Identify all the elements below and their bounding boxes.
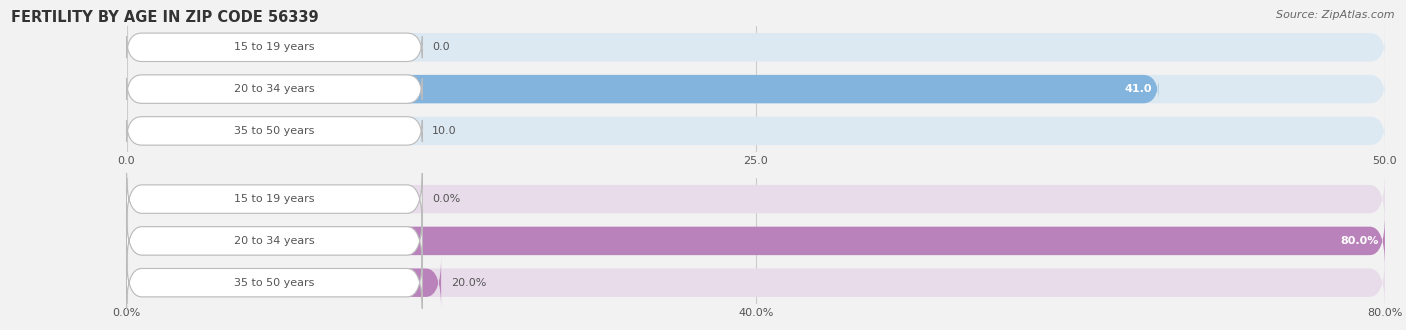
Text: 15 to 19 years: 15 to 19 years xyxy=(235,194,315,204)
FancyBboxPatch shape xyxy=(127,173,1385,225)
Text: 41.0: 41.0 xyxy=(1125,84,1152,94)
Text: 15 to 19 years: 15 to 19 years xyxy=(235,42,315,52)
FancyBboxPatch shape xyxy=(127,75,1385,103)
FancyBboxPatch shape xyxy=(127,75,422,103)
FancyBboxPatch shape xyxy=(127,257,441,309)
Text: 80.0%: 80.0% xyxy=(1340,236,1379,246)
Text: 20 to 34 years: 20 to 34 years xyxy=(233,84,315,94)
FancyBboxPatch shape xyxy=(127,215,1385,267)
FancyBboxPatch shape xyxy=(127,215,422,267)
Text: 20.0%: 20.0% xyxy=(451,278,486,288)
FancyBboxPatch shape xyxy=(127,75,1159,103)
FancyBboxPatch shape xyxy=(127,33,422,61)
Text: 35 to 50 years: 35 to 50 years xyxy=(235,126,315,136)
FancyBboxPatch shape xyxy=(127,117,378,145)
Text: Source: ZipAtlas.com: Source: ZipAtlas.com xyxy=(1277,10,1395,20)
Text: 35 to 50 years: 35 to 50 years xyxy=(235,278,315,288)
Text: 0.0: 0.0 xyxy=(432,42,450,52)
Text: 20 to 34 years: 20 to 34 years xyxy=(233,236,315,246)
Text: 10.0: 10.0 xyxy=(432,126,457,136)
FancyBboxPatch shape xyxy=(127,173,422,225)
FancyBboxPatch shape xyxy=(127,215,1385,267)
FancyBboxPatch shape xyxy=(127,117,422,145)
Text: FERTILITY BY AGE IN ZIP CODE 56339: FERTILITY BY AGE IN ZIP CODE 56339 xyxy=(11,10,319,25)
FancyBboxPatch shape xyxy=(127,257,422,309)
Text: 0.0%: 0.0% xyxy=(432,194,461,204)
FancyBboxPatch shape xyxy=(127,33,1385,61)
FancyBboxPatch shape xyxy=(127,257,1385,309)
FancyBboxPatch shape xyxy=(127,117,1385,145)
